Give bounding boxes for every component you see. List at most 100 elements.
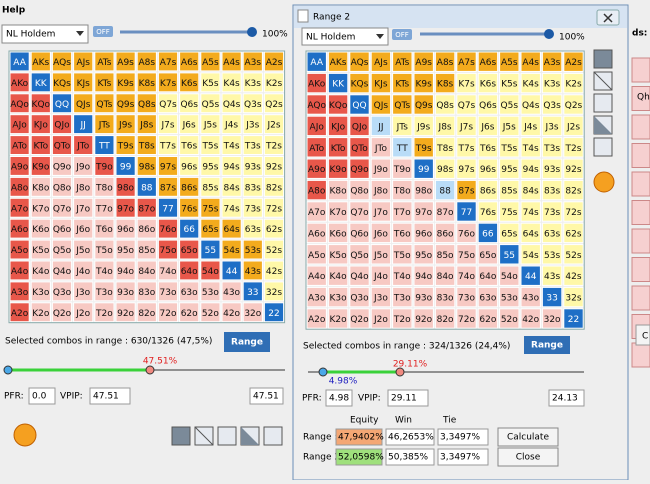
hand-cell[interactable] xyxy=(157,72,179,93)
hand-cell[interactable] xyxy=(392,244,413,265)
hand-cell[interactable] xyxy=(392,72,413,94)
hand-cell[interactable] xyxy=(242,135,263,156)
hand-cell[interactable] xyxy=(392,286,413,308)
hand-cell[interactable] xyxy=(434,179,456,201)
hand-cell[interactable] xyxy=(242,197,263,218)
pfr-field[interactable] xyxy=(28,387,56,405)
hand-cell[interactable] xyxy=(434,137,456,158)
hand-cell[interactable] xyxy=(136,281,157,302)
hand-cell[interactable] xyxy=(370,244,392,265)
hand-cell[interactable] xyxy=(413,244,434,265)
hand-cell[interactable] xyxy=(115,156,136,176)
hand-cell[interactable] xyxy=(30,281,51,302)
hand-cell[interactable] xyxy=(306,72,327,94)
hand-cell[interactable] xyxy=(157,156,179,176)
hand-cell[interactable] xyxy=(327,265,349,286)
hand-cell[interactable] xyxy=(200,197,221,218)
hand-cell[interactable] xyxy=(306,115,327,137)
hand-cell[interactable] xyxy=(73,239,94,260)
hand-cell[interactable] xyxy=(392,115,413,137)
hand-cell[interactable] xyxy=(349,308,370,329)
hand-cell[interactable] xyxy=(392,94,413,115)
hand-cell[interactable] xyxy=(94,281,115,302)
hand-cell[interactable] xyxy=(520,286,541,308)
hand-cell[interactable] xyxy=(157,260,179,281)
hand-cell[interactable] xyxy=(30,156,51,176)
hand-cell[interactable] xyxy=(115,93,136,114)
hand-cell[interactable] xyxy=(136,197,157,218)
hand-cell[interactable] xyxy=(499,201,520,222)
hand-cell[interactable] xyxy=(263,51,285,72)
hand-cell[interactable] xyxy=(263,156,285,176)
hand-cell[interactable] xyxy=(242,114,263,135)
hand-cell[interactable] xyxy=(94,51,115,72)
hand-cell[interactable] xyxy=(136,302,157,323)
hand-cell[interactable] xyxy=(477,179,499,201)
hand-cell[interactable] xyxy=(563,158,584,179)
hand-cell[interactable] xyxy=(9,218,30,239)
hand-cell[interactable] xyxy=(115,302,136,323)
hand-cell[interactable] xyxy=(349,158,370,179)
hand-cell[interactable] xyxy=(392,51,413,72)
hand-cell[interactable] xyxy=(541,72,563,94)
hand-cell[interactable] xyxy=(499,286,520,308)
hand-cell[interactable] xyxy=(221,135,242,156)
extra-field[interactable] xyxy=(548,389,585,407)
hand-cell[interactable] xyxy=(263,176,285,197)
hand-cell[interactable] xyxy=(200,72,221,93)
hand-cell[interactable] xyxy=(242,51,263,72)
card[interactable] xyxy=(631,342,650,368)
hand-cell[interactable] xyxy=(477,286,499,308)
hand-cell[interactable] xyxy=(563,94,584,115)
tool-icon[interactable] xyxy=(171,426,191,446)
hand-cell[interactable] xyxy=(51,197,73,218)
orange-icon[interactable] xyxy=(593,171,615,193)
hand-cell[interactable] xyxy=(456,51,477,72)
card[interactable] xyxy=(631,143,650,168)
hand-cell[interactable] xyxy=(392,179,413,201)
hand-cell[interactable] xyxy=(94,260,115,281)
vpip-field[interactable] xyxy=(387,389,429,407)
hand-cell[interactable] xyxy=(520,72,541,94)
hand-cell[interactable] xyxy=(541,51,563,72)
hand-cell[interactable] xyxy=(370,265,392,286)
hand-cell[interactable] xyxy=(349,94,370,115)
hand-cell[interactable] xyxy=(115,114,136,135)
hand-cell[interactable] xyxy=(434,286,456,308)
range-button[interactable] xyxy=(224,332,270,352)
hand-cell[interactable] xyxy=(434,94,456,115)
extra-field[interactable] xyxy=(249,387,284,405)
hand-cell[interactable] xyxy=(541,94,563,115)
hand-cell[interactable] xyxy=(179,93,200,114)
hand-cell[interactable] xyxy=(327,286,349,308)
hand-cell[interactable] xyxy=(477,115,499,137)
hand-cell[interactable] xyxy=(115,51,136,72)
tool-icon[interactable] xyxy=(593,137,613,157)
hand-cell[interactable] xyxy=(9,281,30,302)
hand-cell[interactable] xyxy=(221,51,242,72)
tool-icon[interactable] xyxy=(217,426,237,446)
tool-icon[interactable] xyxy=(263,426,283,446)
hand-cell[interactable] xyxy=(456,115,477,137)
hand-cell[interactable] xyxy=(73,260,94,281)
hand-cell[interactable] xyxy=(179,72,200,93)
hand-cell[interactable] xyxy=(477,308,499,329)
hand-cell[interactable] xyxy=(477,158,499,179)
hand-cell[interactable] xyxy=(30,239,51,260)
hand-cell[interactable] xyxy=(73,218,94,239)
hand-cell[interactable] xyxy=(520,244,541,265)
hand-cell[interactable] xyxy=(456,137,477,158)
hand-cell[interactable] xyxy=(51,176,73,197)
hand-cell[interactable] xyxy=(73,176,94,197)
hand-cell[interactable] xyxy=(51,260,73,281)
hand-cell[interactable] xyxy=(456,286,477,308)
hand-cell[interactable] xyxy=(73,93,94,114)
hand-cell[interactable] xyxy=(242,260,263,281)
hand-cell[interactable] xyxy=(9,302,30,323)
hand-cell[interactable] xyxy=(434,308,456,329)
hand-cell[interactable] xyxy=(51,72,73,93)
hand-cell[interactable] xyxy=(563,115,584,137)
hand-cell[interactable] xyxy=(263,218,285,239)
hand-cell[interactable] xyxy=(136,114,157,135)
hand-cell[interactable] xyxy=(499,72,520,94)
